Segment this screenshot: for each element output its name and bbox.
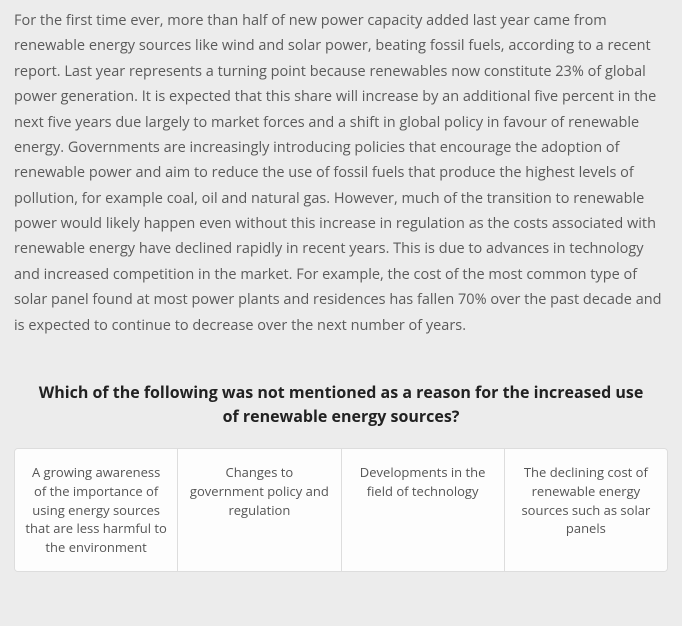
answer-options: A growing awareness of the importance of… [14, 448, 668, 572]
answer-option-d[interactable]: The declining cost of renewable energy s… [505, 449, 667, 571]
answer-option-c[interactable]: Developments in the field of technology [342, 449, 505, 571]
reading-passage: For the first time ever, more than half … [14, 8, 668, 338]
answer-option-a[interactable]: A growing awareness of the importance of… [15, 449, 178, 571]
answer-option-b[interactable]: Changes to government policy and regulat… [178, 449, 341, 571]
question-prompt: Which of the following was not mentioned… [32, 380, 650, 428]
